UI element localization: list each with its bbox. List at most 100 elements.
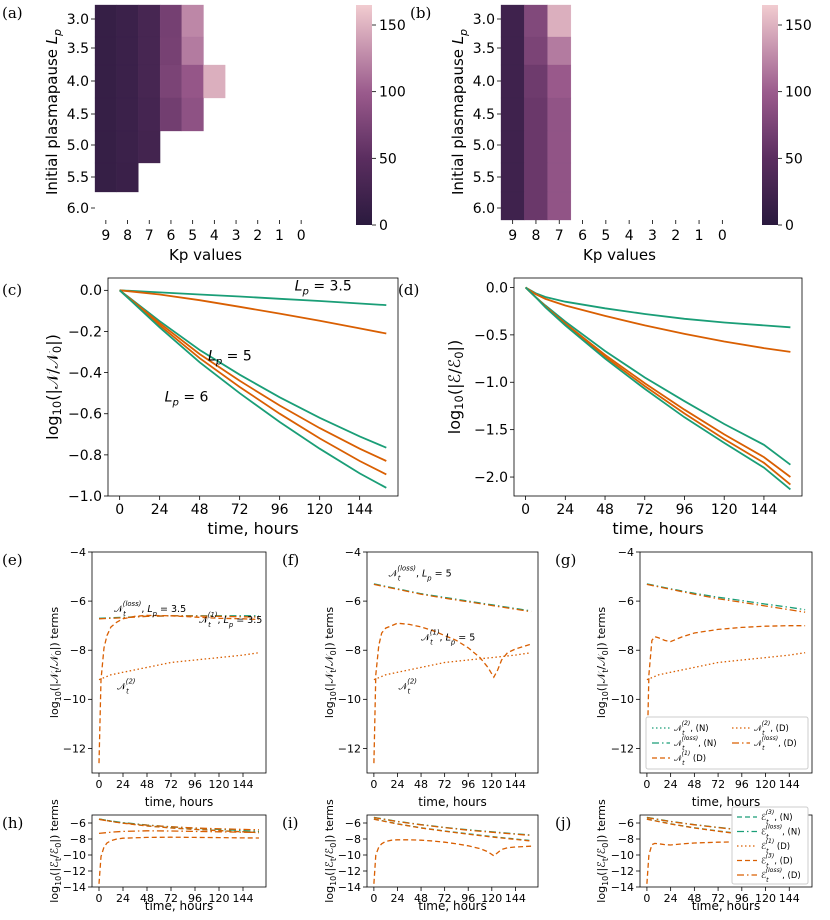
x-tick-label: 8 — [531, 228, 540, 244]
heatmap-cell — [138, 97, 161, 132]
heatmap-cell — [181, 97, 204, 132]
panel-label-e: (e) — [2, 551, 23, 569]
legend-label: 𝒩t(2)​, (N) — [674, 720, 709, 737]
heatmap-cell — [547, 130, 572, 164]
x-tick-label: 24 — [390, 778, 404, 791]
series-line — [646, 583, 806, 611]
x-tick-label: 144 — [779, 892, 800, 905]
x-tick-label: 24 — [390, 892, 404, 905]
x-tick-label: 24 — [116, 892, 130, 905]
x-tick-label: 0 — [643, 778, 650, 791]
heatmap-cell — [138, 130, 161, 164]
x-tick-label: 72 — [636, 502, 654, 518]
y-tick-label: −12 — [338, 865, 361, 878]
x-axis-label: Kp values — [583, 246, 656, 264]
series-line — [119, 289, 387, 335]
series-line — [646, 818, 806, 841]
y-axis-label: Initial plasmapause Lp — [449, 29, 470, 195]
heatmap-cell — [94, 130, 117, 164]
x-tick-label: 96 — [676, 502, 694, 518]
heatmap-cell — [181, 64, 204, 99]
legend-label: ℰt(3)​, (D) — [761, 853, 793, 870]
y-tick-label: −12 — [611, 742, 634, 755]
colorbar — [762, 5, 778, 225]
heatmap-cell — [524, 191, 548, 221]
y-tick-label: −10 — [611, 849, 634, 862]
panel-label-c: (c) — [2, 281, 22, 299]
heatmap-cell — [159, 64, 182, 99]
y-tick-label: 3.5 — [473, 41, 495, 57]
heatmap-cell — [500, 130, 525, 164]
x-tick-label: 72 — [438, 778, 452, 791]
panel-a: (a) 3.03.54.04.55.05.56.09 8 7 6 5 4 3 2 1 0Kp val… — [2, 4, 406, 264]
panel-g: (g) 0 24 48 72 96 120 144 −4 −6 −8 −10 −12 time, hour… — [555, 546, 813, 809]
annotation: 𝒩t(2)​ — [398, 678, 416, 696]
x-tick-label: 3 — [232, 228, 241, 244]
series-line — [98, 818, 260, 834]
x-tick-label: 96 — [735, 892, 749, 905]
y-tick-label: −10 — [338, 693, 361, 706]
plot-frame — [639, 814, 813, 888]
series-line — [119, 289, 387, 489]
x-tick-label: 0 — [370, 778, 377, 791]
x-tick-label: 24 — [151, 502, 169, 518]
y-axis-label: log10(|ℰt/ℰ0|) terms — [48, 799, 63, 903]
x-tick-label: 144 — [505, 778, 526, 791]
heatmap-cell — [500, 162, 525, 193]
y-tick-label: −12 — [338, 742, 361, 755]
series-line — [119, 289, 387, 476]
x-tick-label: 96 — [188, 892, 202, 905]
heatmap-cell — [116, 36, 139, 66]
series-line — [373, 583, 532, 613]
heatmap-cell — [94, 4, 117, 38]
x-tick-label: 144 — [505, 892, 526, 905]
y-tick-label: 5.0 — [473, 138, 495, 154]
y-tick-label: −10 — [63, 693, 86, 706]
y-tick-label: 3.5 — [67, 41, 89, 57]
y-tick-label: −1.0 — [474, 375, 508, 391]
y-tick-label: 4.0 — [473, 74, 495, 90]
heatmap-cell — [138, 36, 161, 66]
x-tick-label: 48 — [687, 892, 701, 905]
panel-label-d: (d) — [398, 281, 419, 299]
y-tick-label: 3.0 — [473, 12, 495, 28]
x-tick-label: 120 — [481, 892, 502, 905]
heatmap-cell — [94, 36, 117, 66]
series-group — [373, 583, 532, 764]
y-tick-label: −12 — [63, 742, 86, 755]
x-tick-label: 48 — [414, 778, 428, 791]
panel-label-h: (h) — [2, 814, 23, 832]
panel-label-i: (i) — [282, 814, 299, 832]
annotation: 𝒩t(2)​ — [117, 678, 135, 696]
panel-e: (e) 0 24 48 72 96 120 144 −4 −6 −8 −10 −12 time, hour… — [2, 546, 267, 809]
series-line — [373, 818, 532, 842]
heatmap-cell — [524, 97, 548, 132]
y-tick-label: −10 — [338, 849, 361, 862]
panel-label-a: (a) — [2, 4, 23, 22]
y-tick-label: −4 — [70, 546, 86, 559]
x-tick-label: 5 — [601, 228, 610, 244]
y-tick-label: −8 — [70, 833, 86, 846]
y-tick-label: −4 — [345, 546, 361, 559]
heatmap-cell — [181, 36, 204, 66]
x-tick-label: 72 — [231, 502, 249, 518]
panel-c: (c) 0 24 48 72 96 120 144 0.0 −0.2 −0.4 −0.6 −0.8 −1.… — [2, 277, 399, 538]
x-tick-label: 1 — [275, 228, 284, 244]
series-line — [373, 583, 532, 612]
heatmap-cell — [116, 64, 139, 99]
x-tick-label: 6 — [578, 228, 587, 244]
colorbar-tick-label: 100 — [379, 85, 406, 101]
y-tick-label: 5.5 — [473, 170, 495, 186]
colorbar-tick-label: 0 — [379, 218, 388, 234]
heatmap-cell — [524, 36, 548, 66]
series-line — [98, 614, 260, 764]
y-tick-label: −14 — [611, 881, 634, 894]
y-tick-label: −8 — [618, 833, 634, 846]
colorbar-tick-label: 150 — [785, 18, 812, 34]
x-tick-label: 0 — [115, 502, 124, 518]
heatmap-cell — [547, 97, 572, 132]
heatmap-cell — [94, 162, 117, 193]
colorbar-tick-label: 50 — [379, 151, 397, 167]
x-tick-label: 0 — [643, 892, 650, 905]
x-tick-label: 9 — [508, 228, 517, 244]
